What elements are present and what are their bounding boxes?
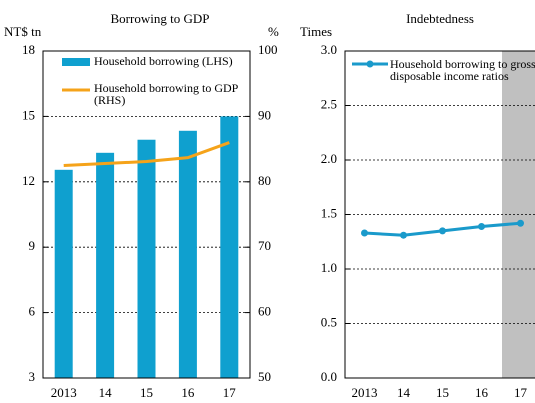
y2-tick-label: 100 [258, 42, 278, 57]
x-tick-label: 14 [397, 385, 411, 400]
y-axis-label: Times [300, 24, 332, 39]
plot-frame [42, 50, 251, 379]
y-tick-label: 12 [22, 173, 35, 188]
y-tick-label: 0.5 [321, 314, 337, 329]
y-tick-label: 0.0 [321, 369, 337, 384]
x-tick-label: 15 [140, 385, 153, 400]
y-tick-label: 2.5 [321, 96, 337, 111]
legend-swatch [366, 60, 374, 68]
y-tick-label: 15 [22, 107, 35, 122]
chart-title: Borrowing to GDP [111, 11, 210, 26]
x-tick-label: 14 [99, 385, 113, 400]
legend-entry: Household borrowing (LHS) [94, 55, 233, 68]
line-marker [478, 222, 485, 230]
x-tick-label: 2013 [51, 385, 77, 400]
plot-frame [344, 50, 535, 379]
x-tick-label: 2013 [352, 385, 378, 400]
legend-entry: Household borrowing to gross disposable … [390, 58, 535, 83]
y2-tick-label: 90 [258, 107, 271, 122]
bar [96, 152, 115, 378]
legend-label: Household borrowing to gross disposable … [390, 58, 535, 83]
y2-axis-label: % [268, 24, 279, 39]
legend-swatch [62, 58, 90, 66]
x-tick-label: 17 [223, 385, 237, 400]
y2-tick-label: 60 [258, 304, 271, 319]
y-tick-label: 1.0 [321, 260, 337, 275]
bar [54, 169, 73, 378]
legend-label: Household borrowing (LHS) [94, 55, 233, 68]
x-tick-label: 17 [514, 385, 528, 400]
y2-tick-label: 50 [258, 369, 271, 384]
y-tick-label: 18 [22, 42, 35, 57]
bar [178, 130, 197, 378]
line-marker [400, 231, 407, 239]
y2-tick-label: 80 [258, 173, 271, 188]
x-tick-label: 16 [181, 385, 195, 400]
y-tick-label: 9 [29, 238, 36, 253]
line-marker [361, 229, 368, 237]
legend-label: Household borrowing to GDP (RHS) [94, 82, 238, 107]
line-marker [439, 227, 446, 235]
line-marker [517, 219, 524, 227]
y-tick-label: 3.0 [321, 42, 337, 57]
y2-tick-label: 70 [258, 238, 271, 253]
y-tick-label: 3 [29, 369, 36, 384]
bar [220, 116, 239, 379]
bar [137, 139, 156, 378]
y-axis-label: NT$ tn [4, 24, 42, 39]
y-tick-label: 2.0 [321, 151, 337, 166]
chart-title: Indebtedness [406, 11, 474, 26]
legend-entry: Household borrowing to GDP (RHS) [94, 82, 238, 107]
x-tick-label: 15 [436, 385, 449, 400]
x-tick-label: 16 [475, 385, 489, 400]
y-tick-label: 1.5 [321, 205, 337, 220]
y-tick-label: 6 [29, 304, 36, 319]
line [63, 141, 230, 167]
